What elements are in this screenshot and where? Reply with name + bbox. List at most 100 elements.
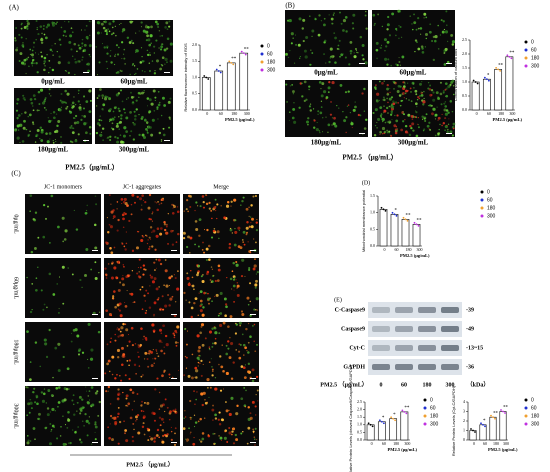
cell [35,38,37,41]
cell [158,101,161,104]
point [392,417,395,420]
cell [143,91,145,94]
cell [110,337,112,340]
significance: ** [404,406,410,411]
cell [246,220,249,224]
cell [330,17,334,21]
cell [164,231,169,235]
legend-marker [524,48,528,52]
cell [15,128,18,131]
cell [399,26,402,29]
significance: ** [503,406,509,411]
cell [161,439,163,441]
panel-label: (A) [9,4,19,12]
significance: ** [406,213,412,218]
row-label: 0μg/mL [13,214,19,234]
cell [147,239,149,241]
blot-band-bg [368,321,462,337]
cell [18,60,21,63]
micrograph [25,322,101,382]
cell [242,230,246,234]
cell [133,96,135,98]
cell [420,33,422,35]
cell [29,310,33,314]
bar [239,52,249,111]
cell [444,101,447,103]
cell [239,246,243,250]
cell [175,344,178,347]
cell [88,390,91,392]
cell [190,376,194,380]
cell [84,29,86,31]
bar [390,214,399,247]
cell [155,39,158,42]
cell [155,258,158,261]
y-tick-label: 1.5 [192,58,197,63]
cell [383,112,385,114]
cell [451,43,455,46]
cell [160,349,163,353]
cell [44,98,47,101]
cell [342,53,344,55]
cell [204,337,207,340]
cell [73,121,77,125]
cell [414,39,418,42]
cell [388,121,391,124]
cell [124,305,128,308]
cell [344,91,348,94]
cell [106,343,109,346]
cell [195,376,198,379]
cell [386,92,390,96]
cell [165,47,169,50]
cell [88,125,92,129]
cell [39,25,43,28]
cell [311,35,313,38]
image-label: 300μg/mL [119,146,150,154]
cell [35,61,38,65]
cell [451,134,454,137]
cell [110,251,114,255]
cell [217,314,220,317]
cell [42,204,46,207]
point [205,76,208,79]
cell [28,411,31,414]
point [502,410,504,413]
cell [309,63,312,66]
cell [132,101,134,103]
cell [152,211,154,213]
legend-label: 60 [267,51,273,57]
cell [401,36,403,38]
cell [109,341,112,343]
cell [189,433,191,435]
significance: * [219,65,222,70]
cell [120,89,123,92]
cell [25,72,27,75]
cell [148,193,152,197]
cell [254,405,257,408]
cell [60,106,62,108]
cell [129,111,132,114]
cell [123,108,126,111]
cell [150,238,152,240]
cell [103,21,105,23]
cell [349,49,353,53]
point [219,71,222,74]
cell [143,294,146,297]
scale-bar [164,140,170,141]
cell [196,271,200,275]
cell [239,324,241,327]
cell [81,45,83,48]
cell [148,353,151,355]
cell [104,372,107,375]
cell [218,422,222,426]
cell [437,96,439,98]
cell [165,343,169,347]
cell [394,131,398,135]
cell [77,60,80,63]
cell [146,34,149,38]
cell [190,431,192,433]
cell [125,98,128,100]
micrograph [25,194,101,254]
cell [119,134,122,136]
cell [254,427,257,430]
